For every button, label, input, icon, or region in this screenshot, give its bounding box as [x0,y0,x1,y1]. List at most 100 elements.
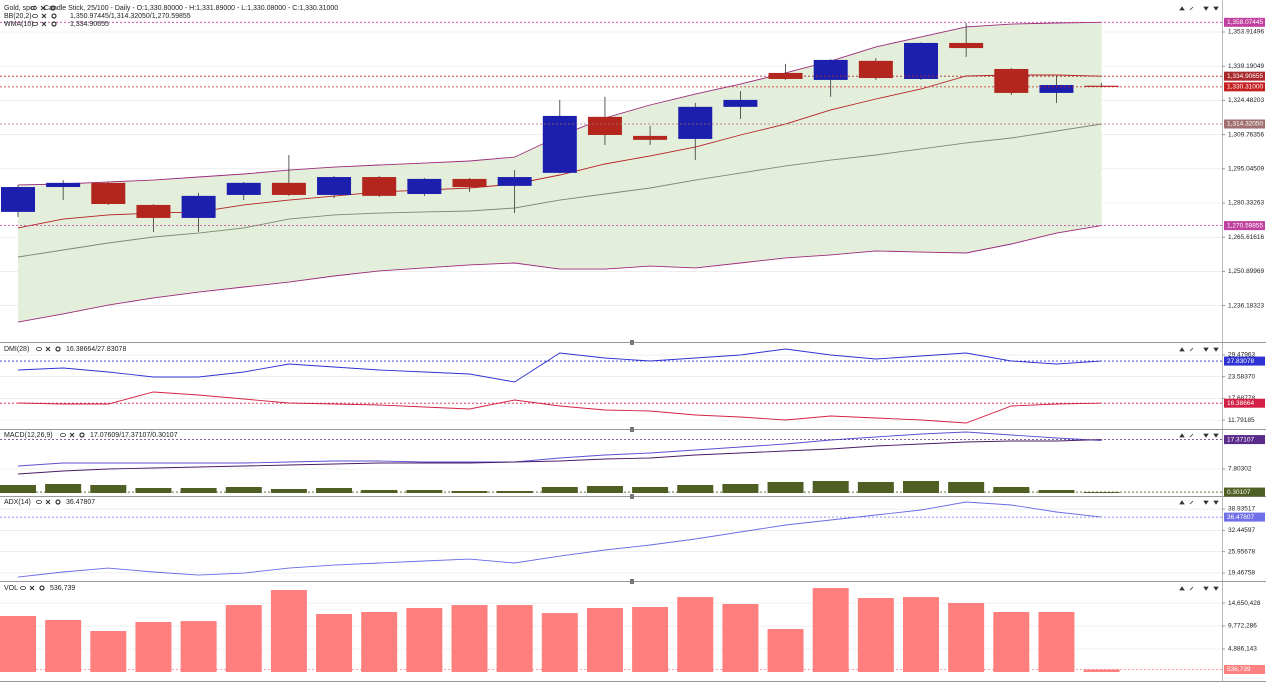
panel-controls[interactable] [1179,586,1219,591]
chart-title: Gold, spot [4,5,36,12]
bar [225,605,262,672]
y-tick-label: 1,309.76356 [1228,131,1265,138]
resize-handles[interactable] [630,340,634,584]
axis: 14,650,428 9,772,286 4,886,143 536,739 [1222,600,1265,674]
legend-label: BB(20,2) [4,13,32,20]
remove-button[interactable] [40,5,46,11]
bar [1038,612,1075,672]
resize-handle[interactable] [630,579,634,584]
axis: 7.80302 17.37107 0.30107 [1222,435,1265,497]
marker-label: 16.38664 [1227,400,1254,407]
panel-controls[interactable] [1179,500,1219,505]
bar [496,491,533,494]
settings-button[interactable] [55,499,61,505]
panel-controls[interactable] [1179,6,1219,11]
panel-value: 16.38664/27.83078 [66,346,126,353]
band-lower [17,225,1102,323]
candle-body [271,182,306,195]
candle-body [813,59,848,80]
resize-handle[interactable] [630,340,634,345]
y-tick-label: 25.95678 [1228,548,1255,555]
line [17,391,1102,424]
bar [812,481,849,494]
panel [0,588,1222,672]
marker-label: 0.30107 [1227,489,1251,496]
marker-tag [1224,664,1265,674]
y-tick-label: 38.93517 [1228,506,1255,513]
panel-title: MACD(12,26,9) [4,432,53,439]
chart-subtitle: Candle Stick, 25/100 - Daily - O:1,330.8… [44,5,338,12]
resize-handle[interactable] [630,494,634,499]
y-tick-label: 1,353.91496 [1228,29,1265,36]
candle-body [904,42,938,79]
panel-title: VOL [4,585,18,592]
visibility-toggle[interactable] [32,13,39,18]
bar [722,483,759,494]
marker-label: 536,739 [1227,666,1251,673]
bar [632,607,669,672]
settings-button[interactable] [55,346,61,352]
marker-label: 1,334.90655 [1227,73,1264,80]
bar [90,631,127,672]
candle-body [226,182,261,195]
panel-controls[interactable] [1179,347,1219,352]
marker-tag [1224,119,1265,129]
bar [270,590,307,672]
bar [45,620,82,672]
remove-button[interactable] [69,432,75,438]
candle-body [1039,85,1074,93]
marker-label: 1,270.59855 [1227,222,1264,229]
bar [948,481,985,494]
candle-body [678,106,713,139]
visibility-toggle[interactable] [19,586,26,591]
panel-controls[interactable] [1179,433,1219,438]
bar [180,487,217,494]
resize-handle[interactable] [630,427,634,432]
marker-tag [1224,71,1265,81]
bar [406,489,443,494]
visibility-toggle[interactable] [60,432,67,437]
settings-button[interactable] [79,432,85,438]
candle-body [949,42,984,49]
y-tick-label: 1,295.04509 [1228,166,1265,173]
remove-button[interactable] [29,585,35,591]
candle-body [91,182,126,205]
y-tick-label: 1,250.89969 [1228,268,1265,275]
marker-label: 1,358.07445 [1227,19,1264,26]
remove-button[interactable] [41,13,47,19]
y-tick-label: 29.47963 [1228,352,1255,359]
legend-value: 1,334.90655 [70,21,109,28]
bar [632,487,669,494]
bar [677,485,714,494]
bar [406,608,443,672]
settings-button[interactable] [50,5,56,11]
legend-label: WMA(10) [4,21,34,28]
visibility-toggle[interactable] [36,346,43,351]
remove-button[interactable] [41,21,47,27]
settings-button[interactable] [51,13,57,19]
settings-button[interactable] [51,21,57,27]
y-tick-label: 23.58370 [1228,373,1255,380]
visibility-toggle[interactable] [32,21,39,26]
bar [270,489,307,494]
bar [586,485,623,494]
panel [0,501,1222,578]
remove-button[interactable] [45,499,51,505]
line [17,439,1102,475]
line [17,348,1102,383]
visibility-toggle[interactable] [36,499,43,504]
marker-tag [1224,435,1265,445]
candle-body [362,177,397,196]
marker-label: 1,330.31000 [1227,84,1264,91]
visibility-toggle[interactable] [30,6,37,11]
candle-body [136,204,171,218]
y-tick-label: 1,280.33263 [1228,200,1265,207]
bar [993,612,1030,672]
settings-button[interactable] [39,585,45,591]
line [17,501,1102,578]
remove-button[interactable] [45,346,51,352]
bar [993,487,1030,494]
line [17,431,1102,467]
panel-value: 536,739 [50,585,75,592]
